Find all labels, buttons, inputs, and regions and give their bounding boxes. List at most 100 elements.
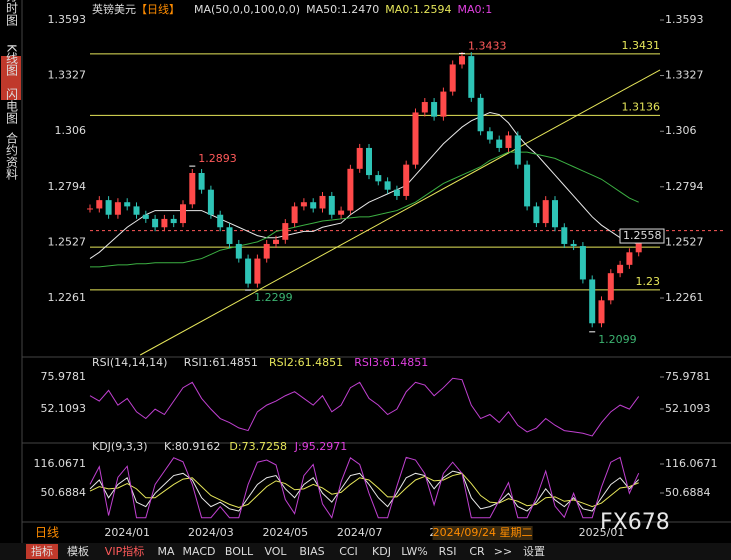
y-tick-label: 75.9781	[41, 370, 87, 383]
candle	[393, 189, 400, 196]
candle	[570, 243, 577, 247]
candle	[87, 208, 93, 210]
candle	[338, 210, 345, 215]
y-tick-label: 1.2794	[48, 180, 87, 193]
toolbar-item[interactable]: 设置	[523, 545, 545, 558]
candle	[207, 189, 214, 215]
cursor-label: 2024/09/24 星期二	[433, 526, 533, 539]
series-line	[89, 456, 640, 519]
candle	[152, 218, 159, 228]
ma2: MA0:1.2594	[385, 3, 451, 16]
candle	[384, 181, 391, 190]
y-tick-label: 52.1093	[41, 402, 87, 415]
candle	[486, 131, 493, 140]
x-tick-label: 2024/03	[188, 526, 234, 539]
toolbar-active	[26, 544, 58, 559]
candle	[96, 200, 103, 209]
toolbar-item[interactable]: BOLL	[225, 545, 254, 558]
toolbar-item[interactable]: >>	[494, 545, 512, 558]
period-label[interactable]: 日线	[35, 526, 59, 540]
candle	[617, 264, 624, 274]
toolbar-item[interactable]: 指标	[31, 544, 53, 558]
candle	[375, 175, 382, 182]
candle	[217, 214, 224, 228]
side-tab[interactable]: 闪电图	[5, 88, 19, 124]
ma1: MA50:1.2470	[306, 3, 379, 16]
indicator-label: D:73.7258	[229, 440, 287, 453]
side-tab[interactable]: K线图	[5, 44, 19, 76]
indicator-label: RSI1:61.4851	[184, 356, 258, 369]
y-tick-label: 1.2261	[665, 291, 704, 304]
indicator-label: J:95.2971	[294, 440, 347, 453]
level-label: 1.3136	[622, 100, 661, 113]
candle	[496, 139, 503, 148]
y-tick-label: 1.2794	[665, 180, 704, 193]
candle	[505, 135, 512, 148]
toolbar-bg	[0, 543, 731, 560]
y-tick-label: 1.3593	[48, 13, 87, 26]
chart-header: 英镑美元【日线】 MA(50,0,0,100,0,0) MA50:1.2470 MA0…	[92, 2, 492, 16]
side-tab[interactable]: 分时图	[5, 0, 19, 26]
x-tick-label: 2024/05	[262, 526, 308, 539]
point-label: 1.2299	[254, 291, 293, 304]
candle	[319, 195, 326, 209]
last-price-box	[619, 228, 665, 244]
toolbar-item[interactable]: VOL	[264, 545, 287, 558]
candle	[142, 214, 149, 219]
watermark: FX678	[600, 510, 670, 535]
candle	[105, 200, 112, 215]
period: 【日线】	[136, 2, 180, 16]
candle	[552, 200, 558, 228]
toolbar-item[interactable]: KDJ	[372, 545, 391, 558]
candle	[189, 172, 196, 205]
y-tick-label: 1.2527	[665, 235, 704, 248]
toolbar-item[interactable]: CCI	[339, 545, 358, 558]
candle	[282, 223, 289, 240]
y-tick-label: 50.6884	[41, 486, 87, 499]
toolbar-item[interactable]: 模板	[67, 544, 89, 558]
indicator-label: RSI(14,14,14)	[92, 356, 167, 369]
symbol: 英镑美元	[92, 2, 136, 16]
toolbar-item[interactable]: LW%	[401, 545, 427, 558]
x-tick-label: 2024/07	[337, 526, 383, 539]
indicator-label: K:80.9162	[164, 440, 220, 453]
toolbar-item[interactable]: VIP指标	[105, 544, 144, 558]
toolbar-item[interactable]: MA	[157, 545, 174, 558]
side-tab[interactable]: 合约资料	[5, 131, 19, 180]
candle	[533, 206, 540, 224]
candle	[310, 202, 317, 209]
trendline	[139, 69, 661, 356]
candle	[235, 243, 242, 259]
y-tick-label: 52.1093	[665, 402, 711, 415]
candle	[114, 202, 121, 215]
toolbar-item[interactable]: BIAS	[299, 545, 324, 558]
candle	[198, 172, 205, 190]
candle	[328, 195, 335, 215]
indicator-label: RSI2:61.4851	[269, 356, 343, 369]
series-line	[89, 377, 640, 437]
candle	[589, 279, 596, 324]
candle	[356, 147, 363, 169]
x-tick-label: 2025/01	[579, 526, 625, 539]
candle	[291, 206, 298, 224]
candle	[626, 252, 633, 265]
toolbar-item[interactable]: MACD	[183, 545, 216, 558]
y-tick-label: 116.0671	[34, 457, 87, 470]
x-tick-label: 2024/01	[104, 526, 150, 539]
toolbar-item[interactable]: CR	[469, 545, 485, 558]
y-tick-label: 1.2261	[48, 291, 87, 304]
y-tick-label: 116.0671	[665, 457, 718, 470]
toolbar-item[interactable]: RSI	[439, 545, 457, 558]
candle	[459, 56, 465, 65]
candle	[561, 227, 568, 244]
candle	[161, 218, 168, 228]
candle	[245, 258, 252, 284]
indicator-label: KDJ(9,3,3)	[92, 440, 148, 453]
candle	[477, 97, 484, 132]
candle	[273, 239, 279, 244]
candle	[170, 218, 177, 224]
candle	[421, 102, 428, 113]
candle	[226, 227, 233, 244]
ma3: MA0:1	[458, 3, 493, 16]
